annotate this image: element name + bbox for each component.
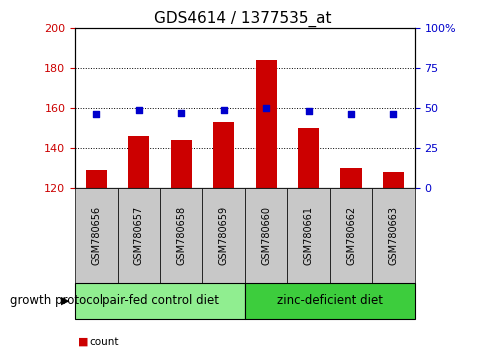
Text: count: count [90, 337, 119, 347]
Text: GSM780661: GSM780661 [303, 206, 313, 265]
Text: ▶: ▶ [61, 296, 70, 306]
Bar [255, 60, 276, 188]
Bar [212, 122, 234, 188]
Text: GSM780658: GSM780658 [176, 206, 186, 265]
Text: GSM780657: GSM780657 [134, 206, 144, 265]
Text: pair-fed control diet: pair-fed control diet [101, 295, 218, 307]
Text: GSM780656: GSM780656 [91, 206, 101, 265]
Point [262, 105, 270, 111]
Point [92, 112, 100, 117]
Text: GSM780662: GSM780662 [345, 206, 355, 265]
Text: zinc-deficient diet: zinc-deficient diet [276, 295, 382, 307]
Text: ■: ■ [77, 337, 88, 347]
Bar [86, 170, 107, 188]
Bar [297, 128, 318, 188]
Point [389, 112, 396, 117]
Bar [382, 172, 403, 188]
Text: growth protocol: growth protocol [10, 295, 103, 307]
Point [347, 112, 354, 117]
Bar [340, 168, 361, 188]
Bar [128, 136, 149, 188]
Text: GDS4614 / 1377535_at: GDS4614 / 1377535_at [153, 11, 331, 27]
Text: GSM780660: GSM780660 [260, 206, 271, 265]
Bar [170, 140, 192, 188]
Point [219, 107, 227, 113]
Text: GSM780659: GSM780659 [218, 206, 228, 265]
Text: GSM780663: GSM780663 [388, 206, 398, 265]
Point [135, 107, 142, 113]
Point [304, 108, 312, 114]
Point [177, 110, 185, 116]
